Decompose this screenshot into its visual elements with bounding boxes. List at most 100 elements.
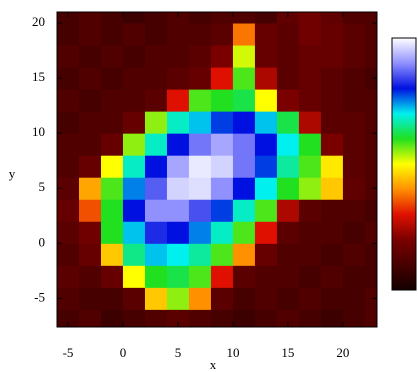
- heatmap-cell: [57, 67, 80, 90]
- heatmap-cell: [166, 89, 190, 112]
- x-tick-label: 0: [120, 345, 127, 360]
- heatmap-cell: [57, 89, 80, 112]
- heatmap-cell: [188, 23, 212, 46]
- heatmap-cell: [298, 309, 322, 327]
- heatmap-cell: [254, 155, 278, 178]
- heatmap-cell: [364, 89, 377, 112]
- heatmap-cell: [298, 243, 322, 266]
- heatmap-cell: [298, 221, 322, 244]
- heatmap-cell: [188, 89, 212, 112]
- heatmap-cell: [78, 155, 102, 178]
- heatmap-cell: [210, 89, 234, 112]
- heatmap-cell: [254, 67, 278, 90]
- heatmap-cell: [57, 309, 80, 327]
- heatmap-cell: [144, 111, 168, 134]
- heatmap-cell: [232, 243, 256, 266]
- heatmap-cell: [364, 133, 377, 156]
- heatmap-cell: [210, 309, 234, 327]
- heatmap-cell: [210, 67, 234, 90]
- heatmap-cell: [232, 287, 256, 310]
- heatmap-cell: [188, 12, 212, 24]
- heatmap-cell: [364, 309, 377, 327]
- heatmap-cell: [100, 12, 124, 24]
- heatmap-cell: [122, 309, 146, 327]
- heatmap-cell: [364, 243, 377, 266]
- heatmap-cell: [210, 45, 234, 68]
- heatmap-cell: [144, 265, 168, 288]
- heatmap-cell: [57, 155, 80, 178]
- heatmap-cell: [342, 133, 366, 156]
- heatmap-cell: [78, 199, 102, 222]
- heatmap-cell: [254, 199, 278, 222]
- heatmap-cell: [188, 243, 212, 266]
- heatmap-cell: [100, 265, 124, 288]
- heatmap-cell: [254, 23, 278, 46]
- y-tick-label: 15: [32, 69, 45, 84]
- heatmap-cell: [122, 199, 146, 222]
- heatmap-cell: [298, 23, 322, 46]
- heatmap-cell: [188, 155, 212, 178]
- heatmap-cell: [144, 67, 168, 90]
- heatmap-cell: [166, 199, 190, 222]
- heatmap-cell: [364, 287, 377, 310]
- heatmap-cell: [144, 243, 168, 266]
- heatmap-cell: [57, 199, 80, 222]
- heatmap-cell: [364, 265, 377, 288]
- heatmap-cell: [254, 243, 278, 266]
- heatmap-cell: [298, 265, 322, 288]
- heatmap-cell: [342, 287, 366, 310]
- heatmap-cell: [276, 111, 300, 134]
- heatmap-cell: [276, 12, 300, 24]
- heatmap-cell: [364, 111, 377, 134]
- heatmap-cell: [320, 265, 344, 288]
- heatmap-cell: [188, 177, 212, 200]
- heatmap-cell: [100, 67, 124, 90]
- heatmap-cell: [364, 12, 377, 24]
- heatmap-cell: [210, 221, 234, 244]
- heatmap-cell: [166, 243, 190, 266]
- heatmap-cell: [210, 287, 234, 310]
- heatmap-cell: [364, 23, 377, 46]
- heatmap-cell: [100, 199, 124, 222]
- heatmap-cell: [276, 23, 300, 46]
- heatmap-cell: [122, 45, 146, 68]
- heatmap-cell: [232, 67, 256, 90]
- heatmap-cell: [166, 12, 190, 24]
- heatmap-cell: [188, 111, 212, 134]
- heatmap-cell: [122, 111, 146, 134]
- heatmap-cell: [100, 111, 124, 134]
- heatmap-cell: [254, 221, 278, 244]
- heatmap-cell: [342, 177, 366, 200]
- heatmap-cell: [254, 45, 278, 68]
- heatmap-cell: [122, 155, 146, 178]
- heatmap-cell: [210, 199, 234, 222]
- heatmap-cell: [57, 12, 80, 24]
- heatmap-cell: [166, 177, 190, 200]
- heatmap-cell: [298, 133, 322, 156]
- heatmap-cell: [254, 287, 278, 310]
- heatmap-cell: [144, 45, 168, 68]
- heatmap-cell: [276, 287, 300, 310]
- heatmap-cell: [78, 111, 102, 134]
- heatmap-cell: [232, 133, 256, 156]
- heatmap: [57, 12, 377, 327]
- heatmap-cell: [166, 221, 190, 244]
- heatmap-cell: [166, 111, 190, 134]
- heatmap-cell: [342, 111, 366, 134]
- heatmap-cell: [144, 199, 168, 222]
- heatmap-cell: [254, 177, 278, 200]
- heatmap-cell: [122, 67, 146, 90]
- heatmap-cell: [276, 67, 300, 90]
- heatmap-cell: [188, 287, 212, 310]
- heatmap-cell: [320, 199, 344, 222]
- heatmap-cell: [78, 287, 102, 310]
- heatmap-cell: [210, 265, 234, 288]
- heatmap-cell: [364, 45, 377, 68]
- heatmap-cell: [122, 177, 146, 200]
- heatmap-cell: [320, 45, 344, 68]
- heatmap-cell: [78, 89, 102, 112]
- heatmap-cell: [100, 177, 124, 200]
- heatmap-cell: [320, 67, 344, 90]
